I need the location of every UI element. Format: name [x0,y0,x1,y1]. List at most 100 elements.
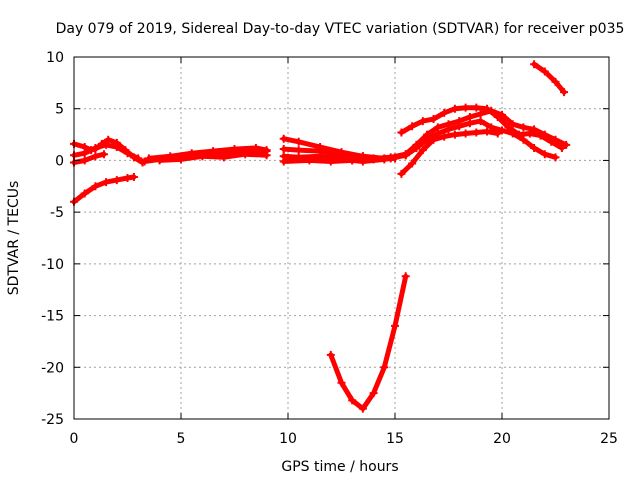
data-point [279,145,288,154]
y-tick-label: -5 [50,205,64,221]
data-point [326,350,335,359]
data-point [177,155,185,164]
data-point [408,159,417,168]
data-point [560,88,569,97]
data-point [91,144,100,153]
data-point [279,134,288,143]
chart-title: Day 079 of 2019, Sidereal Day-to-day VTE… [56,21,625,37]
data-point [408,122,417,131]
grid-lines [74,57,609,419]
data-point [487,106,496,115]
data-point [80,156,89,165]
y-tick-label: -10 [41,257,64,273]
data-point [508,129,517,138]
series-band-track-q [531,61,567,95]
data-point [91,152,100,161]
data-point [358,404,367,413]
y-tick-label: -20 [41,360,64,376]
data-point [461,129,470,138]
data-point [241,150,250,159]
series-band-track-l [328,273,409,412]
data-point [519,135,528,144]
data-point [140,157,149,166]
data-point [429,135,438,144]
series-band-track-m [398,105,565,151]
series-band-track-d [71,151,107,165]
x-tick-label: 20 [493,431,511,447]
data-point [440,108,449,117]
data-point [102,178,111,187]
data-point [91,182,100,191]
data-point [123,149,132,158]
data-point [508,120,517,129]
data-point [551,153,560,162]
data-point [472,103,481,112]
y-tick-label: 10 [46,50,64,66]
x-tick-label: 10 [279,431,297,447]
data-point [198,152,207,161]
data-point [450,104,459,113]
plot-frame [73,56,610,420]
data-point [465,119,474,128]
data-point [540,130,549,139]
data-point [440,132,449,141]
data-point [418,146,427,155]
data-point [530,125,539,134]
data-point [397,128,406,137]
data-point [294,137,303,146]
data-point [305,156,314,165]
data-point [450,130,459,139]
data-point [99,150,108,159]
series-band-track-k [281,155,398,164]
data-point [401,272,410,281]
data-point [219,153,228,162]
data-point [429,115,438,124]
x-tick-label: 5 [177,431,186,447]
data-point [551,77,560,86]
data-point [251,144,260,153]
data-point [134,154,143,163]
data-point [386,154,395,163]
axis-ticks: 0 5 10 15 20 25 -25 -20 -15 -10 -5 0 5 10 [41,50,618,447]
data-point [472,128,481,137]
data-point [540,67,549,76]
x-tick-label: 0 [70,431,79,447]
series-band-track-a [71,174,137,205]
data-point [104,135,113,144]
data-point [444,125,453,134]
data-point [551,135,560,144]
y-tick-label: -25 [41,412,64,428]
y-tick-label: 0 [55,153,64,169]
data-point [80,149,89,158]
data-point [369,155,378,164]
data-point [461,103,470,112]
y-tick-label: 5 [55,102,64,118]
data-point [397,169,406,178]
data-point [498,110,506,119]
data-point [530,144,539,153]
data-point [294,146,303,155]
data-point [348,396,357,405]
data-point [123,174,132,183]
data-point [209,147,218,156]
x-tick-label: 15 [386,431,404,447]
data-marks [70,60,571,413]
data-point [348,156,357,165]
series-band-track-p [398,129,501,177]
data-point [337,378,346,387]
data-point [519,123,528,132]
data-point [326,157,335,166]
data-point [102,140,111,149]
x-axis-label: GPS time / hours [281,459,398,475]
data-point [476,109,485,118]
data-point [530,60,539,69]
data-point [112,142,121,151]
data-point [540,150,549,159]
data-point [279,157,288,166]
data-point [401,151,410,160]
data-point [476,117,485,126]
data-point [230,145,239,154]
data-point [380,363,389,372]
